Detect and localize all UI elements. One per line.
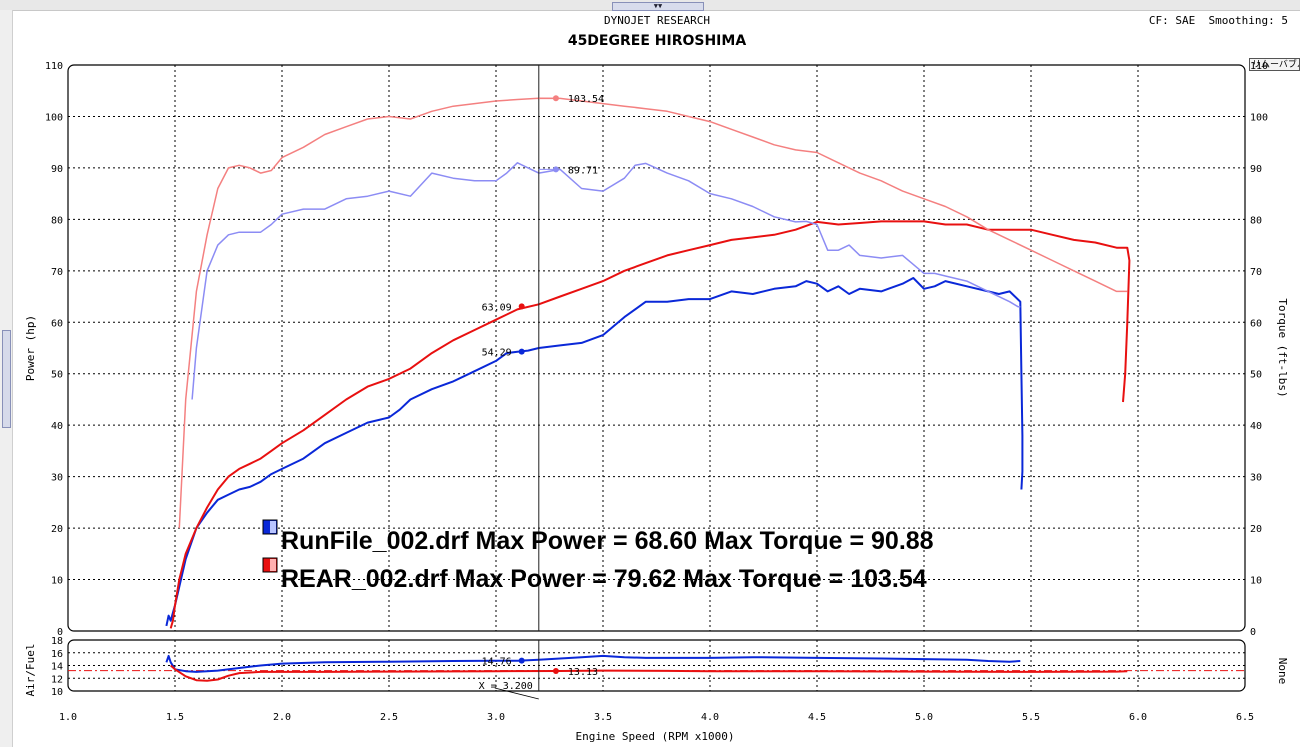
data-point-marker [518, 303, 525, 310]
y-tick-label-right: 0 [1250, 627, 1256, 638]
y-tick-label: 20 [51, 524, 63, 535]
top-toolbar-strip: ▼▼ [0, 0, 1300, 11]
y-axis-label-none: None [1276, 658, 1289, 685]
y-tick-label: 100 [45, 112, 63, 123]
y-tick-label-right: 90 [1250, 164, 1262, 175]
y-tick-label: 10 [51, 687, 63, 698]
y-tick-label-right: 100 [1250, 112, 1268, 123]
data-point-marker [518, 657, 525, 664]
x-tick-label: 4.5 [808, 712, 826, 723]
series-line-run_torque [191, 162, 1021, 400]
series-line-rear_af [170, 664, 1128, 682]
collapse-toggle-icon[interactable]: ▼▼ [612, 2, 704, 11]
y-axis-label-power: Power (hp) [24, 315, 37, 381]
legend: RunFile_002.drf Max Power = 68.60 Max To… [262, 519, 934, 593]
series-line-rear_torque [178, 97, 1128, 529]
data-point-marker [518, 348, 525, 355]
cursor-label-leader [494, 687, 539, 700]
y-tick-label: 10 [51, 576, 63, 587]
data-label: 14.76 [482, 657, 512, 668]
y-tick-label-right: 40 [1250, 421, 1262, 432]
x-tick-label: 1.0 [59, 712, 77, 723]
x-axis-label: Engine Speed (RPM x1000) [576, 730, 735, 743]
x-tick-label: 3.0 [487, 712, 505, 723]
y-tick-label-right: 110 [1250, 61, 1268, 72]
y-tick-label-right: 80 [1250, 215, 1262, 226]
company-name: DYNOJET RESEARCH [604, 14, 710, 27]
run-file-swatch-highlight [270, 521, 276, 533]
y-tick-label: 18 [51, 636, 63, 647]
data-label: 89.71 [568, 165, 598, 176]
y-tick-label: 80 [51, 215, 63, 226]
y-tick-label: 30 [51, 473, 63, 484]
x-tick-label: 6.5 [1236, 712, 1254, 723]
data-label: 13.13 [568, 667, 598, 678]
data-label: 63.09 [482, 302, 512, 313]
series-line-run_power [165, 277, 1024, 627]
y-tick-label: 14 [51, 662, 63, 673]
data-label: 103.54 [568, 94, 604, 105]
series-line-rear_power [169, 220, 1131, 629]
x-tick-label: 5.0 [915, 712, 933, 723]
y-tick-label: 50 [51, 370, 63, 381]
x-tick-label: 1.5 [166, 712, 184, 723]
legend-item-run-file: RunFile_002.drf Max Power = 68.60 Max To… [281, 527, 934, 555]
rear-file-swatch-highlight [270, 559, 276, 571]
x-tick-label: 2.5 [380, 712, 398, 723]
y-tick-label: 0 [57, 627, 63, 638]
x-tick-label: 3.5 [594, 712, 612, 723]
data-label: 54.29 [482, 348, 512, 359]
y-tick-label: 16 [51, 649, 63, 660]
y-tick-label-right: 60 [1250, 318, 1262, 329]
chart-title: 45DEGREE HIROSHIMA [567, 33, 747, 49]
y-tick-label: 40 [51, 421, 63, 432]
main-plot-area: 0 0 10 10 20 20 30 30 40 40 50 50 60 60 70 70 80 80 90 90 10… [45, 61, 1268, 638]
y-tick-label-right: 10 [1250, 576, 1262, 587]
y-tick-label-right: 20 [1250, 524, 1262, 535]
correction-factor-text: CF: SAE Smoothing: 5 [1148, 14, 1288, 27]
y-tick-label: 70 [51, 267, 63, 278]
x-tick-label: 6.0 [1129, 712, 1147, 723]
legend-item-rear-file: REAR_002.drf Max Power = 79.62 Max Torqu… [281, 565, 927, 593]
y-tick-label-right: 70 [1250, 267, 1262, 278]
cursor-position-label: X = 3.200 [479, 681, 533, 692]
y-tick-label-right: 30 [1250, 473, 1262, 484]
y-tick-label: 90 [51, 164, 63, 175]
y-tick-label-right: 50 [1250, 370, 1262, 381]
y-tick-label: 110 [45, 61, 63, 72]
plot-frame [67, 64, 1246, 632]
left-splitter[interactable] [0, 10, 13, 747]
y-tick-label: 12 [51, 674, 63, 685]
x-tick-label: 2.0 [273, 712, 291, 723]
splitter-handle[interactable] [2, 330, 11, 428]
x-tick-label: 5.5 [1022, 712, 1040, 723]
y-tick-label: 60 [51, 318, 63, 329]
remove-button[interactable]: リムーバブル [1249, 58, 1300, 71]
y-axis-label-torque: Torque (ft-lbs) [1276, 298, 1289, 397]
x-tick-label: 4.0 [701, 712, 719, 723]
y-axis-label-air-fuel: Air/Fuel [24, 644, 37, 697]
